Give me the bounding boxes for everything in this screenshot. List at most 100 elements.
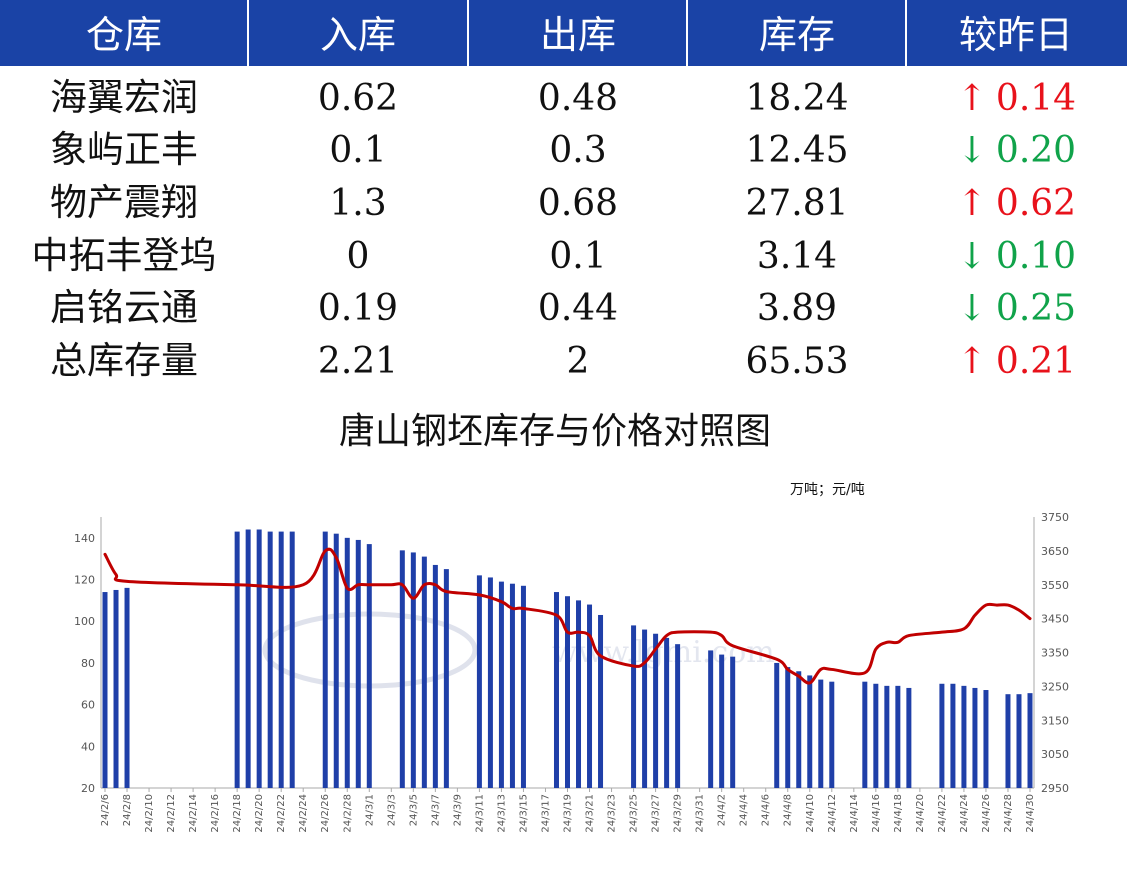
stock-bar [906, 687, 912, 788]
price-line-series [103, 547, 1032, 685]
x-tick-label: 24/3/1 [364, 794, 375, 826]
stock-bar [708, 650, 714, 788]
inbound-value: 0.19 [318, 288, 398, 329]
stock-bar [234, 531, 240, 788]
stock-bar [498, 581, 504, 788]
x-tick-label: 24/2/6 [100, 794, 111, 826]
inbound-value: 2.21 [318, 341, 398, 382]
x-tick-label: 24/2/12 [166, 794, 177, 833]
y-left-tick-label: 140 [74, 532, 95, 545]
y-left-tick-label: 100 [74, 615, 95, 628]
change-value: 0.10 [996, 236, 1076, 277]
table-row-total: 总库存量 2.21 2 65.53 ↑ 0.21 [50, 339, 1076, 382]
stock-bar [245, 529, 251, 788]
warehouse-name: 物产震翔 [50, 181, 198, 224]
stock-bar [983, 690, 989, 788]
inbound-value: 0.1 [329, 130, 386, 171]
stock-bar [565, 596, 570, 788]
x-tick-label: 24/4/8 [783, 794, 794, 826]
stock-bar [664, 637, 670, 788]
stock-bar [399, 550, 405, 788]
y-right-tick-label: 3150 [1041, 714, 1069, 727]
x-tick-label: 24/4/28 [1003, 794, 1014, 833]
x-tick-label: 24/3/11 [474, 794, 485, 833]
header-outbound: 出库 [540, 13, 616, 57]
y-right-tick-label: 2950 [1041, 782, 1069, 795]
warehouse-name: 中拓丰登坞 [32, 234, 217, 277]
outbound-value: 0.3 [549, 130, 606, 171]
header-warehouse: 仓库 [86, 13, 162, 57]
stock-bar [939, 683, 945, 788]
x-tick-label: 24/2/8 [122, 794, 133, 826]
stock-bar [333, 533, 339, 788]
y-right-tick-label: 3050 [1041, 748, 1069, 761]
stock-bar [774, 662, 780, 788]
y-right-tick-label: 3550 [1041, 579, 1069, 592]
outbound-value: 0.68 [538, 183, 618, 224]
down-arrow-icon: ↓ [957, 130, 987, 171]
table-row: 物产震翔 1.3 0.68 27.81 ↑ 0.62 [50, 181, 1076, 224]
y-right-tick-label: 3250 [1041, 680, 1069, 693]
chart-axes: 20 40 60 80 100 120 140 2950 3050 3150 3250 3350 345… [74, 511, 1069, 833]
x-tick-label: 24/2/14 [188, 794, 199, 833]
stock-bar [884, 685, 890, 788]
stock-bar [520, 585, 526, 788]
stock-bar [421, 556, 427, 788]
stock-bar [1016, 694, 1022, 788]
stock-bar [256, 529, 262, 788]
table-header: 仓库 入库 出库 库存 较昨日 [0, 0, 1127, 66]
stock-bar [598, 614, 604, 788]
x-tick-label: 24/4/4 [739, 794, 750, 826]
warehouse-name: 海翼宏润 [50, 76, 198, 119]
up-arrow-icon: ↑ [957, 78, 987, 119]
stock-bar [355, 539, 361, 788]
stock-bar [124, 587, 130, 788]
x-tick-label: 24/3/23 [607, 794, 618, 833]
down-arrow-icon: ↓ [957, 236, 987, 277]
header-inbound: 入库 [320, 13, 396, 57]
y-left-tick-label: 20 [81, 782, 95, 795]
x-tick-label: 24/2/26 [320, 794, 331, 833]
x-tick-label: 24/4/30 [1025, 794, 1036, 833]
price-line [103, 547, 1032, 685]
up-arrow-icon: ↑ [957, 341, 987, 382]
x-tick-label: 24/4/10 [805, 794, 816, 833]
stock-value: 12.45 [745, 130, 848, 171]
x-tick-label: 24/3/3 [386, 794, 397, 826]
x-tick-label: 24/2/22 [276, 794, 287, 833]
stock-bar [873, 683, 879, 788]
table-row: 中拓丰登坞 0 0.1 3.14 ↓ 0.10 [32, 234, 1077, 277]
stock-bar [818, 679, 824, 788]
x-tick-label: 24/3/9 [452, 794, 463, 826]
stock-bar [631, 625, 637, 788]
down-arrow-icon: ↓ [957, 288, 987, 329]
stock-bar [950, 683, 956, 788]
stock-bar [102, 592, 108, 788]
stock-bar [289, 531, 295, 788]
inbound-value: 1.3 [329, 183, 386, 224]
outbound-value: 2 [567, 341, 590, 382]
change-value: 0.25 [996, 288, 1076, 329]
stock-bar [344, 537, 350, 788]
y-left-tick-label: 80 [81, 657, 95, 670]
y-right-tick-label: 3650 [1041, 545, 1069, 558]
stock-bar [785, 667, 791, 788]
x-tick-label: 24/3/17 [540, 794, 551, 833]
stock-bar [1005, 694, 1011, 788]
stock-bar [642, 629, 648, 788]
x-tick-label: 24/3/5 [408, 794, 419, 826]
x-tick-label: 24/4/12 [827, 794, 838, 833]
y-left-tick-label: 40 [81, 740, 95, 753]
chart-title: 唐山钢坯库存与价格对照图 [339, 411, 771, 452]
x-tick-label: 24/3/29 [673, 794, 684, 833]
x-tick-label: 24/3/21 [585, 794, 596, 833]
x-tick-label: 24/4/22 [937, 794, 948, 833]
x-tick-label: 24/4/2 [717, 794, 728, 826]
stock-bar [796, 671, 802, 788]
table-row: 海翼宏润 0.62 0.48 18.24 ↑ 0.14 [50, 76, 1076, 119]
x-tick-label: 24/3/19 [563, 794, 574, 833]
table-row: 象屿正丰 0.1 0.3 12.45 ↓ 0.20 [50, 128, 1076, 171]
stock-bar [587, 604, 593, 788]
table-body: 海翼宏润 0.62 0.48 18.24 ↑ 0.14 象屿正丰 0.1 0.3… [32, 76, 1077, 382]
